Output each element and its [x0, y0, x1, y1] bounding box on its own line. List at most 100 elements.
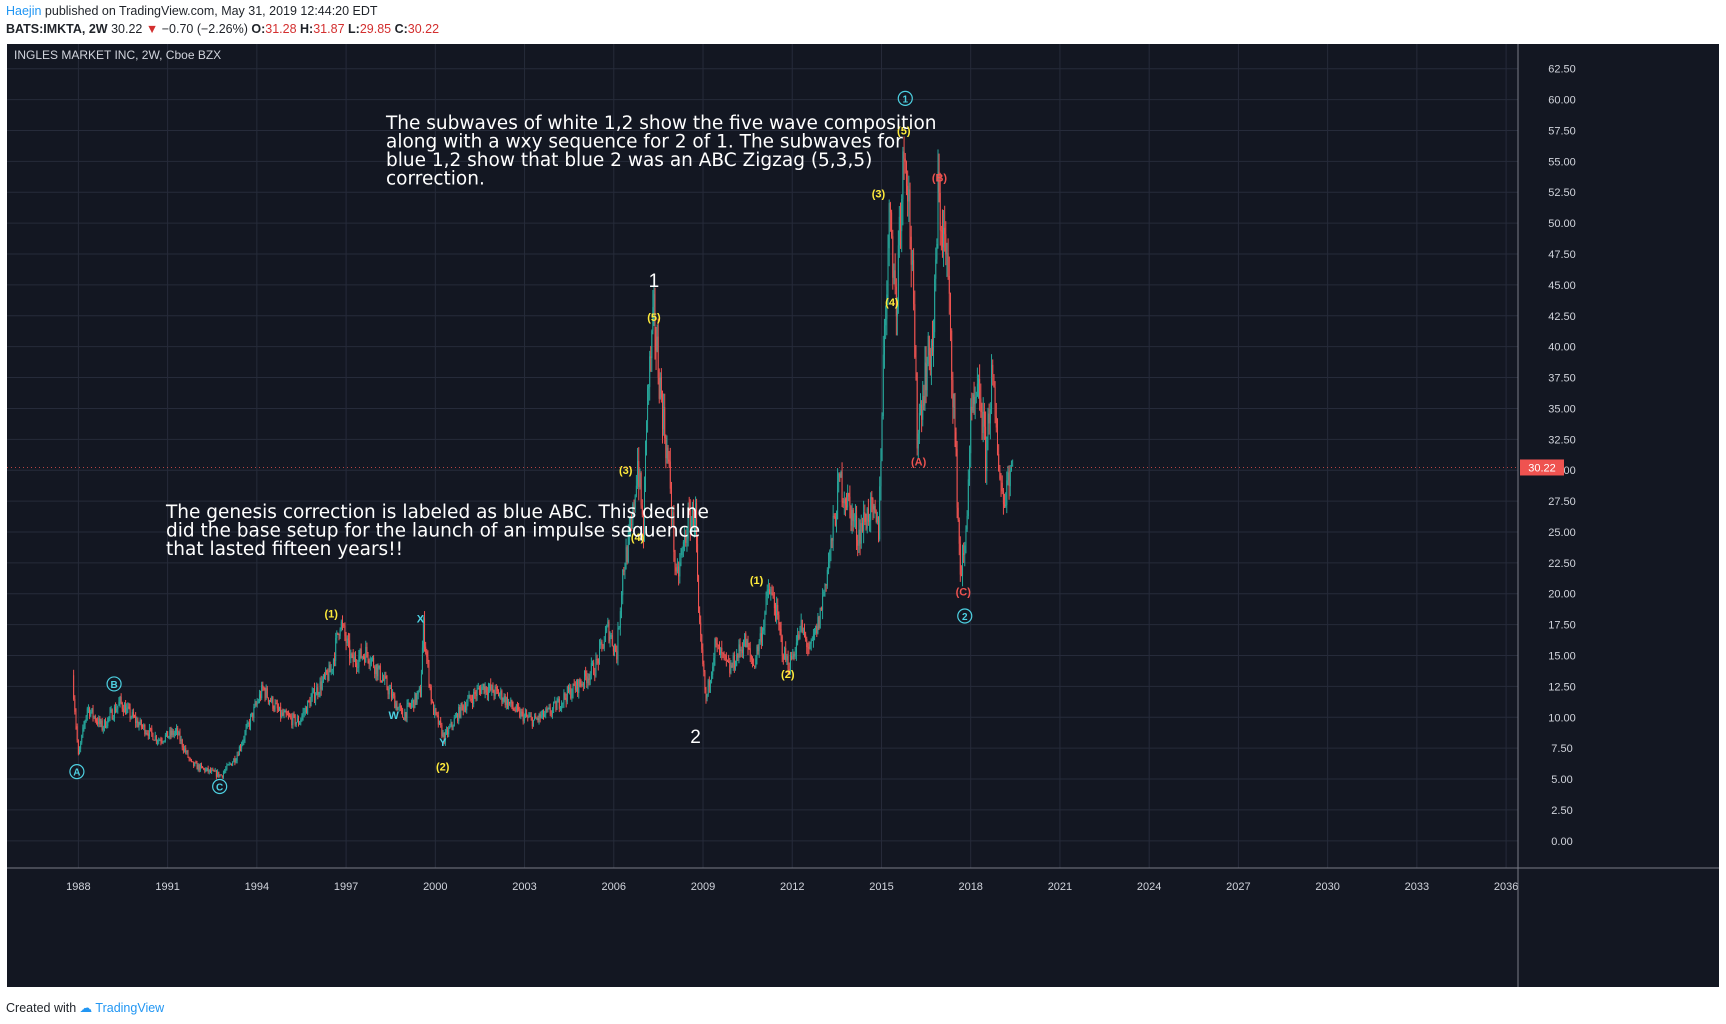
candle [628, 528, 630, 534]
candle [850, 505, 852, 526]
candle [640, 473, 642, 506]
candle [403, 717, 405, 720]
candle [457, 714, 459, 722]
candle [751, 659, 753, 664]
candle [979, 379, 981, 399]
candle [100, 720, 102, 724]
candle [795, 642, 797, 654]
candle [468, 694, 470, 699]
candle [606, 626, 608, 632]
candle [549, 707, 551, 714]
candle [313, 688, 315, 701]
candle [434, 708, 436, 715]
candle [312, 688, 314, 693]
candle [163, 740, 165, 742]
y-tick-label: 40.00 [1548, 342, 1576, 354]
candle [994, 386, 996, 417]
candle [847, 493, 849, 508]
y-tick-label: 57.50 [1548, 125, 1576, 137]
candle [996, 427, 998, 455]
candle [239, 746, 241, 749]
y-tick-label: 20.00 [1548, 589, 1576, 601]
candle [649, 356, 651, 387]
candle [164, 735, 166, 741]
candle [811, 639, 813, 641]
candle [965, 529, 967, 546]
candle [801, 620, 803, 632]
candle [659, 377, 661, 399]
candle [206, 767, 208, 770]
y-tick-label: 5.00 [1551, 774, 1572, 786]
high-value: 31.87 [313, 22, 345, 36]
candle [685, 536, 687, 543]
candle [246, 722, 248, 728]
candle [416, 694, 418, 703]
candle [418, 688, 420, 691]
candle [481, 687, 483, 694]
candle [440, 720, 442, 725]
candle [745, 633, 747, 648]
candle [187, 751, 189, 758]
tradingview-logo-icon[interactable]: ☁ [79, 1001, 93, 1015]
candle [995, 416, 997, 428]
candle [222, 772, 224, 777]
candle [315, 695, 317, 701]
candle [170, 730, 172, 736]
tradingview-brand-link[interactable]: TradingView [95, 1001, 165, 1015]
y-tick-label: 12.50 [1548, 681, 1576, 693]
candle [700, 622, 702, 635]
candle [902, 151, 904, 200]
candle [496, 688, 498, 692]
candle [427, 656, 429, 662]
wave-label: X [417, 613, 425, 625]
candle [738, 644, 740, 658]
candle [630, 524, 632, 529]
candle [272, 697, 274, 709]
chart-container[interactable]: 62.50 60.00 57.50 55.00 52.50 50.00 47.50 45.00… [6, 43, 1720, 988]
candle [476, 689, 478, 697]
candle [798, 634, 800, 639]
author-link[interactable]: Haejin [6, 4, 42, 18]
candle [438, 720, 440, 725]
y-tick-label: 7.50 [1551, 743, 1572, 755]
x-tick-label: 2021 [1048, 881, 1072, 893]
price-chart[interactable]: 62.50 60.00 57.50 55.00 52.50 50.00 47.50 45.00… [6, 43, 1720, 988]
wave-label-circle [69, 764, 85, 780]
candle [874, 505, 876, 513]
candle [772, 592, 774, 599]
candle [926, 364, 928, 391]
down-arrow-icon: ▼ [145, 22, 159, 36]
candle [933, 332, 935, 352]
candle [780, 629, 782, 637]
candle [511, 699, 513, 707]
candle [638, 461, 640, 488]
candle [334, 659, 336, 661]
candle [155, 735, 157, 742]
candle [198, 764, 200, 771]
candle [444, 731, 446, 743]
candle [717, 644, 719, 646]
candle [548, 707, 550, 709]
candle [799, 626, 801, 639]
candle [715, 638, 717, 644]
candle [106, 726, 108, 728]
candle [943, 227, 945, 248]
candle [749, 648, 751, 655]
candle [320, 681, 322, 690]
candle [281, 712, 283, 718]
candle [596, 658, 598, 660]
candle [744, 633, 746, 647]
candle [126, 707, 128, 715]
candle [219, 774, 221, 777]
candle [530, 716, 532, 718]
candle [973, 394, 975, 405]
candle [601, 641, 603, 645]
candle [364, 656, 366, 663]
candle [294, 715, 296, 725]
candle [809, 643, 811, 649]
candle [290, 716, 292, 718]
candle [969, 453, 971, 480]
candle [656, 336, 658, 351]
candle [692, 506, 694, 528]
candle [389, 687, 391, 689]
